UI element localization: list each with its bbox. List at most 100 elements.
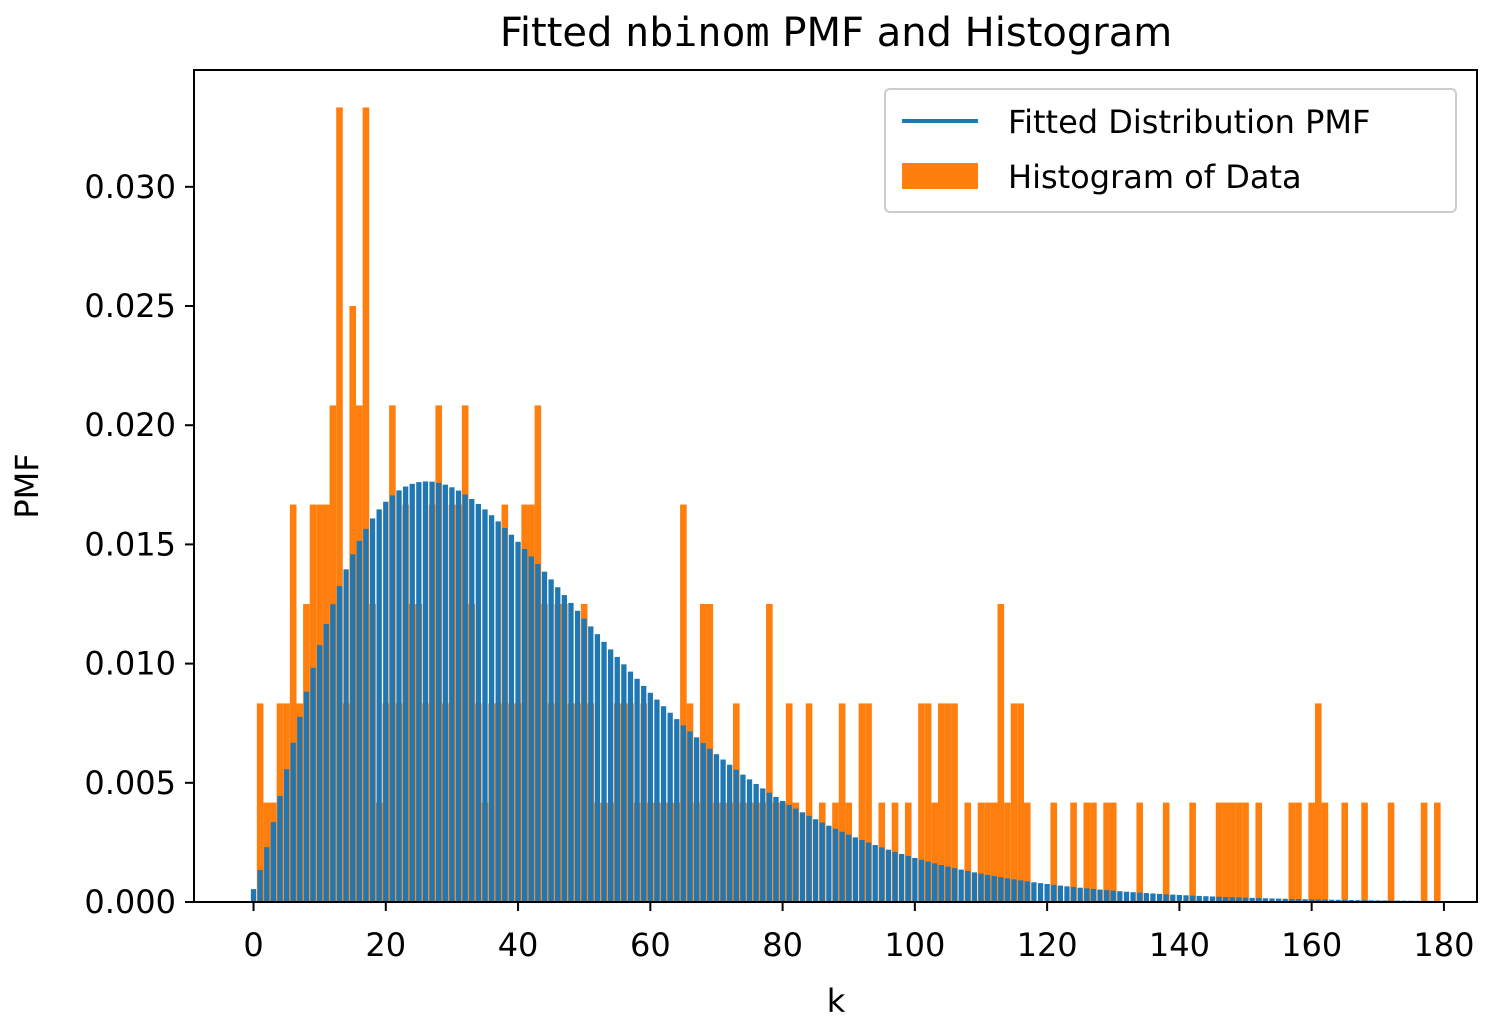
pmf-bar xyxy=(1143,893,1149,902)
pmf-bar xyxy=(932,863,938,902)
histogram-bar xyxy=(1314,703,1322,902)
chart-title-code: nbinom xyxy=(625,10,770,56)
pmf-bar xyxy=(350,554,356,902)
histogram-bar xyxy=(990,802,998,902)
pmf-bar xyxy=(793,808,799,902)
pmf-bar xyxy=(488,515,495,902)
pmf-bar xyxy=(250,889,257,902)
pmf-bar xyxy=(436,482,442,902)
pmf-bar xyxy=(865,842,872,902)
histogram-bar xyxy=(984,802,991,902)
histogram-bar xyxy=(1215,802,1223,902)
pmf-bar xyxy=(1309,899,1315,902)
histogram-bar xyxy=(1387,802,1395,902)
x-axis-label: k xyxy=(827,982,846,1020)
pmf-bar xyxy=(528,556,534,902)
pmf-bar xyxy=(369,518,376,902)
pmf-bar xyxy=(832,828,839,902)
chart-title-suffix: PMF and Histogram xyxy=(770,10,1173,56)
pmf-bar xyxy=(667,712,673,902)
histogram-bar xyxy=(1242,802,1249,902)
pmf-bar xyxy=(449,487,455,902)
pmf-bar xyxy=(522,549,528,902)
legend: Fitted Distribution PMF Histogram of Dat… xyxy=(884,88,1457,213)
pmf-bar xyxy=(1262,898,1269,902)
pmf-bar xyxy=(1084,888,1090,902)
pmf-bar xyxy=(257,870,263,902)
pmf-bar xyxy=(1097,889,1103,902)
pmf-bar xyxy=(1024,881,1030,902)
pmf-bar xyxy=(885,849,892,902)
histogram-bar xyxy=(1420,802,1428,902)
pmf-bar xyxy=(766,792,773,902)
y-tick-label: 0.015 xyxy=(84,525,176,563)
pmf-bar xyxy=(1031,882,1037,902)
pmf-bar xyxy=(1203,896,1209,902)
histogram-bar xyxy=(1255,802,1263,902)
pmf-bar xyxy=(1209,896,1216,902)
pmf-bar xyxy=(621,664,627,902)
histogram-bar xyxy=(1189,802,1196,902)
legend-box xyxy=(884,88,1457,213)
pmf-bar xyxy=(363,528,369,902)
histogram-bar xyxy=(838,703,846,902)
pmf-bar xyxy=(753,783,759,902)
pmf-bar xyxy=(1223,896,1229,902)
pmf-bar xyxy=(356,540,362,902)
pmf-bar xyxy=(1256,898,1262,902)
pmf-bar xyxy=(641,685,647,902)
x-tick-label: 180 xyxy=(1413,926,1474,964)
pmf-bar xyxy=(1242,897,1249,902)
pmf-bar xyxy=(601,641,607,902)
pmf-bar xyxy=(1051,884,1057,902)
pmf-bar xyxy=(859,840,865,902)
pmf-bar xyxy=(555,587,561,902)
pmf-bar xyxy=(548,579,554,902)
pmf-bar xyxy=(1011,879,1017,902)
pmf-bar xyxy=(925,861,931,902)
pmf-bar xyxy=(654,699,660,902)
histogram-bar xyxy=(766,604,773,902)
pmf-bar xyxy=(422,481,429,902)
pmf-bar xyxy=(965,871,971,902)
pmf-bar xyxy=(1070,887,1077,902)
histogram-bar xyxy=(1229,802,1236,902)
pmf-bar xyxy=(541,571,548,902)
pmf-bar xyxy=(1216,896,1222,902)
histogram-bar xyxy=(1070,802,1077,902)
histogram-bar xyxy=(1136,802,1144,902)
histogram-bar xyxy=(858,703,866,902)
pmf-bar xyxy=(502,527,508,902)
y-tick-label: 0.030 xyxy=(84,168,176,206)
pmf-bar xyxy=(330,604,336,902)
y-tick-label: 0.025 xyxy=(84,287,176,325)
pmf-bar xyxy=(912,857,918,902)
pmf-bar xyxy=(608,649,614,902)
x-tick-label: 60 xyxy=(630,926,671,964)
pmf-bar xyxy=(634,678,640,902)
pmf-bar xyxy=(806,815,812,902)
x-tick-label: 140 xyxy=(1149,926,1210,964)
chart-title-prefix: Fitted xyxy=(500,10,625,56)
pmf-bar xyxy=(515,541,521,902)
histogram-bar xyxy=(1004,802,1011,902)
histogram-bar xyxy=(1017,703,1024,902)
pmf-bar xyxy=(1183,895,1189,902)
pmf-bar xyxy=(389,495,396,902)
pmf-bar xyxy=(614,656,620,902)
histogram-bar xyxy=(924,703,932,902)
histogram-bar xyxy=(1050,802,1058,902)
pmf-bar xyxy=(343,569,349,902)
histogram-bar xyxy=(1083,802,1091,902)
histogram-bar xyxy=(904,802,912,902)
pmf-bar xyxy=(1117,891,1123,902)
histogram-bar xyxy=(336,107,343,903)
pmf-bar xyxy=(297,716,303,902)
pmf-bar xyxy=(303,691,310,902)
pmf-bar xyxy=(1295,899,1302,902)
pmf-bar xyxy=(475,503,482,902)
histogram-bar xyxy=(1222,802,1229,902)
axes-frame xyxy=(193,69,1478,903)
pmf-bar xyxy=(310,667,316,902)
pmf-bar xyxy=(819,822,825,902)
